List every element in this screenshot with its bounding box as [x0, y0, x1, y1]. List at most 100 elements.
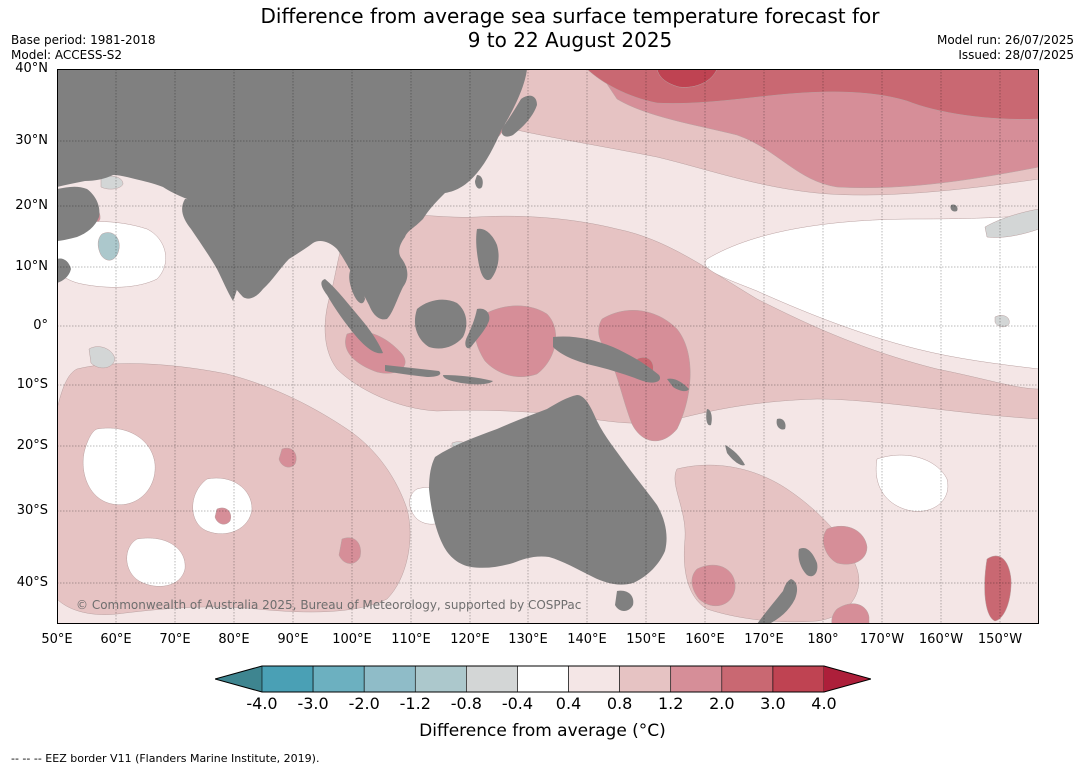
north-arabian-cool-patch	[100, 175, 124, 190]
graticule-lines	[57, 69, 1039, 624]
land-africa-horn	[57, 258, 71, 283]
south-pacific-warm-spot-b	[831, 603, 870, 624]
land-arabia	[57, 186, 100, 241]
colorbar-cell	[721, 665, 774, 693]
colorbar-tick-label: -0.4	[501, 694, 534, 713]
colorbar-tick-label: 1.2	[657, 694, 684, 713]
lon-label-110e: 110°E	[391, 632, 431, 647]
lat-label-10n: 10°N	[15, 259, 48, 274]
land-java	[385, 365, 441, 377]
lon-label-150e: 150°E	[626, 632, 666, 647]
south-indian-white-patch-b	[192, 477, 253, 535]
colorbar-cell	[670, 665, 723, 693]
land-lesser-sunda	[443, 375, 493, 385]
arabian-sea-cool-patch	[97, 232, 120, 261]
south-indian-white-patch-c	[126, 537, 186, 587]
colorbar-outline	[215, 665, 871, 693]
colorbar-cells	[261, 665, 825, 693]
lat-label-30n: 30°N	[15, 133, 48, 148]
land-new-guinea	[553, 336, 661, 383]
lat-label-20s: 20°S	[16, 438, 48, 453]
colorbar-tick-label: 0.4	[555, 694, 582, 713]
banda-sea-warm-zone	[474, 305, 556, 377]
land-new-zealand-south	[757, 579, 798, 624]
south-indian-warm-spot-c	[278, 447, 297, 468]
lon-label-150w: 150°W	[977, 632, 1023, 647]
land-sulawesi	[465, 308, 490, 349]
land-australia	[429, 395, 667, 585]
colorbar-cell	[261, 665, 314, 693]
lon-label-170e: 170°E	[744, 632, 784, 647]
lat-label-20n: 20°N	[15, 198, 48, 213]
colorbar-tick-label: -1.2	[399, 694, 431, 713]
colorbar-tick-label: 4.0	[811, 694, 837, 713]
model-run: Model run: 26/07/2025	[936, 33, 1074, 47]
colorbar-tick-label: -0.8	[450, 694, 482, 713]
colorbar-over-arrow	[824, 666, 871, 692]
lon-label-180: 180°	[807, 632, 839, 647]
lon-label-50e: 50°E	[41, 632, 73, 647]
colorbar-cell	[414, 665, 467, 693]
colorbar-cell	[568, 665, 620, 693]
land-tasmania	[615, 590, 634, 611]
colorbar-tick-label: 3.0	[760, 694, 786, 713]
lon-label-80e: 80°E	[218, 632, 250, 647]
land-malay-peninsula	[349, 265, 365, 304]
map-frame	[57, 69, 1039, 624]
south-indian-white-patch-a	[82, 427, 156, 506]
copyright-notice: © Commonwealth of Australia 2025, Bureau…	[76, 598, 582, 612]
lon-label-130e: 130°E	[508, 632, 548, 647]
lat-label-30s: 30°S	[16, 503, 48, 518]
south-pacific-neutral-patch	[875, 454, 949, 512]
south-pacific-warm-spot-a	[984, 555, 1012, 622]
land-new-zealand-north	[798, 547, 818, 577]
equatorial-indian-cool-patch	[88, 346, 116, 369]
central-pacific-cool-patch	[994, 315, 1010, 328]
lon-label-60e: 60°E	[100, 632, 132, 647]
land-india	[182, 199, 239, 301]
meta-left: Base period: 1981-2018 Model: ACCESS-S2	[11, 33, 156, 63]
lat-label-40s: 40°S	[16, 575, 48, 590]
lat-label-40n: 40°N	[15, 61, 48, 76]
colorbar-label: Difference from average (°C)	[419, 721, 666, 741]
land-taiwan	[475, 175, 483, 189]
colorbar-tick-label: 0.8	[606, 694, 633, 713]
colorbar-cell	[466, 665, 518, 693]
anomaly-zones	[57, 69, 1039, 624]
lon-label-170w: 170°W	[859, 632, 905, 647]
lat-label-10s: 10°S	[16, 377, 48, 392]
sst-anomaly-map	[57, 69, 1039, 624]
land-vanuatu	[706, 409, 712, 426]
land-sri-lanka	[235, 273, 246, 292]
new-zealand-warm-zone	[823, 525, 868, 565]
colorbar-cell	[363, 665, 416, 693]
model-name: Model: ACCESS-S2	[11, 48, 123, 62]
north-pacific-hot-spot	[656, 69, 718, 88]
colorbar-tick-label: -2.0	[348, 694, 380, 713]
land-new-caledonia	[725, 445, 745, 466]
central-pacific-neutral-zone	[704, 213, 1039, 370]
colorbar-tick-label: 2.0	[709, 694, 735, 713]
colorbar-cell	[619, 665, 672, 693]
map-title-line1: Difference from average sea surface temp…	[260, 4, 880, 28]
south-indian-warm-spot-a	[338, 537, 361, 564]
lon-label-90e: 90°E	[277, 632, 309, 647]
land-masses	[57, 69, 958, 624]
issued-date: Issued: 28/07/2025	[958, 48, 1074, 62]
lon-label-100e: 100°E	[332, 632, 372, 647]
lon-label-120e: 120°E	[450, 632, 490, 647]
eez-footnote: -- -- -- EEZ border V11 (Flanders Marine…	[11, 752, 320, 765]
map-title: Difference from average sea surface temp…	[0, 4, 1085, 52]
north-pacific-cool-patch	[984, 208, 1039, 238]
lon-label-140e: 140°E	[567, 632, 607, 647]
map-title-line2: 9 to 22 August 2025	[467, 28, 673, 52]
colorbar	[215, 665, 871, 693]
colorbar-cell	[517, 665, 569, 693]
tasman-sea-warm-spot	[691, 564, 736, 607]
land-asia	[57, 69, 527, 320]
land-borneo	[414, 299, 467, 349]
lon-label-160w: 160°W	[918, 632, 964, 647]
meta-right: Model run: 26/07/2025 Issued: 28/07/2025	[937, 33, 1074, 63]
lon-label-160e: 160°E	[685, 632, 725, 647]
colorbar-tick-label: -4.0	[246, 694, 278, 713]
